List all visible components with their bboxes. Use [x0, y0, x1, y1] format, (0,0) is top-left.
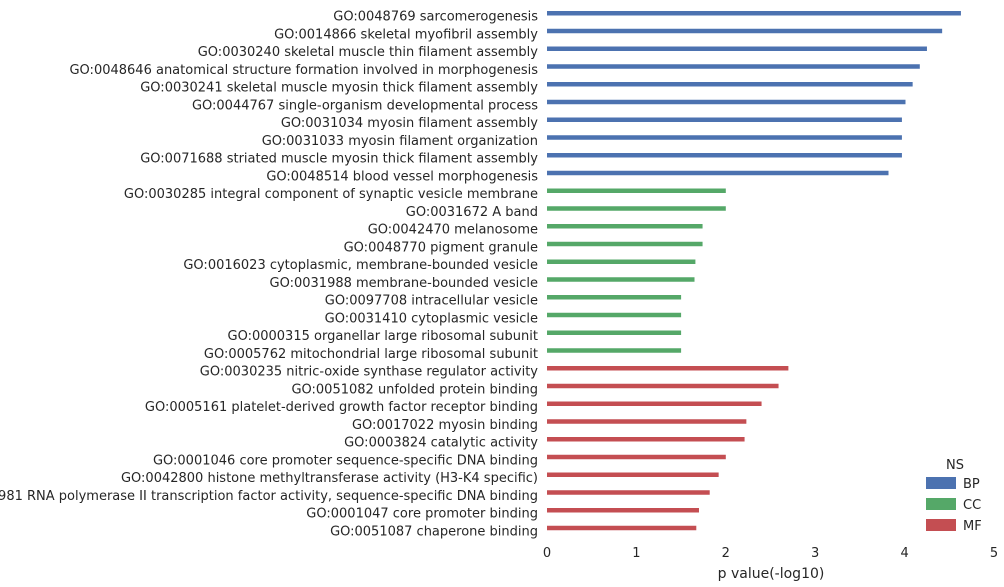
- category-label: GO:0051087 chaperone binding: [330, 524, 538, 539]
- bar-bp: [547, 153, 902, 158]
- x-axis-label: p value(-log10): [718, 566, 825, 582]
- category-label: GO:0042800 histone methyltransferase act…: [121, 471, 538, 486]
- x-tick-label: 1: [632, 546, 640, 561]
- x-axis-ticks: 0 1 2 3 4 5: [543, 546, 998, 561]
- bar-mf: [547, 366, 789, 371]
- category-label: GO:0030240 skeletal muscle thin filament…: [198, 45, 539, 60]
- category-label: GO:0017022 myosin binding: [352, 418, 538, 433]
- legend: NS BP CC MF: [926, 458, 982, 534]
- category-label: GO:0003824 catalytic activity: [344, 436, 538, 451]
- category-label: GO:0031988 membrane-bounded vesicle: [270, 276, 538, 291]
- bar-bp: [547, 64, 920, 69]
- bar-mf: [547, 401, 762, 406]
- bar-mf: [547, 508, 699, 513]
- x-tick-label: 5: [990, 546, 998, 561]
- category-label: GO:0016023 cytoplasmic, membrane-bounded…: [183, 258, 538, 273]
- bar-mf: [547, 472, 719, 477]
- category-label: GO:0000315 organellar large ribosomal su…: [228, 329, 538, 344]
- bar-mf: [547, 454, 726, 460]
- legend-title: NS: [946, 458, 964, 473]
- bar-cc: [547, 259, 696, 264]
- bar-mf: [547, 383, 779, 389]
- bar-cc: [547, 224, 703, 229]
- bar-mf: [547, 490, 710, 495]
- x-tick-label: 0: [543, 546, 551, 561]
- bar-bp: [547, 11, 961, 16]
- bar-cc: [547, 330, 682, 335]
- legend-swatch-bp: [926, 477, 956, 489]
- bar-mf: [547, 525, 697, 531]
- bar-cc: [547, 277, 695, 282]
- bar-cc: [547, 241, 703, 247]
- x-tick-label: 4: [900, 546, 908, 561]
- category-label: GO:0048770 pigment granule: [344, 240, 538, 255]
- bar-bp: [547, 82, 913, 87]
- category-label: GO:0048769 sarcomerogenesis: [333, 10, 538, 25]
- legend-swatch-cc: [926, 498, 956, 510]
- category-label: GO:0030235 nitric-oxide synthase regulat…: [200, 365, 539, 380]
- bar-cc: [547, 348, 682, 353]
- category-label: GO:0031410 cytoplasmic vesicle: [325, 311, 538, 326]
- bar-bp: [547, 99, 906, 105]
- x-tick-label: 2: [722, 546, 730, 561]
- category-label: GO:0048646 anatomical structure formatio…: [69, 63, 538, 78]
- category-label: GO:0030241 skeletal muscle myosin thick …: [140, 81, 538, 96]
- category-label: GO:0042470 melanosome: [368, 223, 538, 238]
- bar-bp: [547, 28, 943, 34]
- bar-cc: [547, 295, 682, 300]
- legend-swatch-mf: [926, 519, 956, 531]
- bar-cc: [547, 188, 726, 193]
- category-labels: GO:0048769 sarcomerogenesis GO:0014866 sk…: [0, 10, 538, 540]
- bar-mf: [547, 419, 747, 424]
- bar-bp: [547, 170, 889, 176]
- category-label: GO:0071688 striated muscle myosin thick …: [140, 152, 538, 167]
- category-label: GO:0031034 myosin filament assembly: [281, 116, 538, 131]
- category-label: GO:0097708 intracellular vesicle: [325, 294, 538, 309]
- category-label: GO:0044767 single-organism developmental…: [192, 98, 538, 113]
- bar-cc: [547, 312, 682, 318]
- bar-cc: [547, 206, 726, 211]
- bars-group: [547, 11, 961, 531]
- category-label: GO:0005161 platelet-derived growth facto…: [145, 400, 538, 415]
- bar-mf: [547, 437, 745, 442]
- bar-bp: [547, 46, 927, 51]
- bar-bp: [547, 117, 902, 122]
- category-label: GO:0000981 RNA polymerase II transcripti…: [0, 489, 538, 504]
- category-label: GO:0001047 core promoter binding: [306, 507, 538, 522]
- category-label: GO:0001046 core promoter sequence-specif…: [153, 453, 538, 468]
- category-label: GO:0051082 unfolded protein binding: [291, 382, 538, 397]
- x-tick-label: 3: [811, 546, 819, 561]
- category-label: GO:0005762 mitochondrial large ribosomal…: [204, 347, 538, 362]
- category-label: GO:0030285 integral component of synapti…: [124, 187, 538, 202]
- legend-label-cc: CC: [963, 498, 981, 513]
- category-label: GO:0014866 skeletal myofibril assembly: [274, 27, 538, 42]
- legend-label-bp: BP: [963, 477, 980, 492]
- category-label: GO:0031033 myosin filament organization: [262, 134, 538, 149]
- legend-label-mf: MF: [963, 519, 982, 534]
- bar-bp: [547, 135, 902, 140]
- category-label: GO:0048514 blood vessel morphogenesis: [266, 169, 538, 184]
- category-label: GO:0031672 A band: [406, 205, 538, 220]
